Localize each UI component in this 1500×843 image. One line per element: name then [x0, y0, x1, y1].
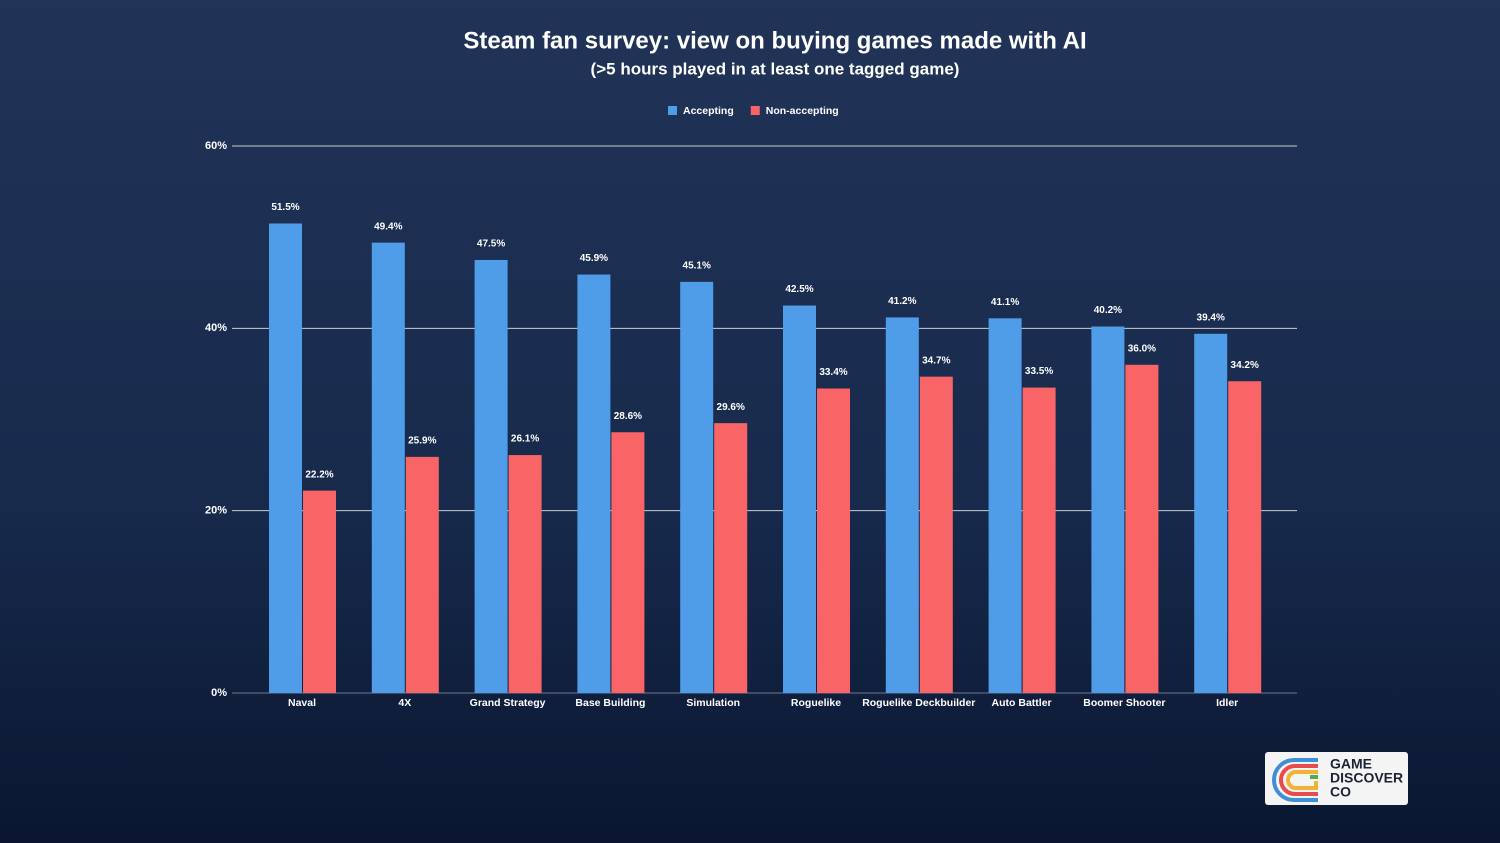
- bar: [269, 223, 302, 693]
- x-tick-label: Idler: [1216, 697, 1238, 709]
- x-tick-label: 4X: [398, 697, 411, 709]
- x-tick-label: Boomer Shooter: [1083, 697, 1165, 709]
- bar: [303, 490, 336, 693]
- bar: [1194, 333, 1228, 693]
- logo: GAME DISCOVER CO: [1265, 752, 1408, 805]
- bar: [919, 376, 953, 693]
- value-label: 41.1%: [991, 297, 1019, 308]
- x-tick-label: Auto Battler: [992, 697, 1052, 709]
- value-label: 33.5%: [1025, 366, 1053, 377]
- x-tick-label: Roguelike Deckbuilder: [862, 697, 975, 709]
- legend-label: Accepting: [683, 105, 734, 117]
- logo-arc: [1286, 770, 1318, 790]
- value-label: 40.2%: [1094, 305, 1122, 316]
- legend-swatch: [750, 106, 760, 115]
- value-label: 25.9%: [408, 436, 436, 447]
- bar: [371, 242, 405, 694]
- y-tick-label: 0%: [211, 687, 227, 699]
- value-label: 39.4%: [1197, 312, 1225, 323]
- chart-subtitle: (>5 hours played in at least one tagged …: [591, 59, 960, 78]
- value-label: 51.5%: [271, 202, 299, 213]
- logo-text: DISCOVER: [1330, 770, 1403, 786]
- value-label: 29.6%: [717, 402, 745, 413]
- value-label: 33.4%: [819, 367, 847, 378]
- bar: [714, 423, 748, 693]
- bar: [817, 388, 850, 693]
- bar: [885, 317, 919, 693]
- value-label: 34.7%: [922, 355, 950, 366]
- bar: [988, 318, 1022, 693]
- logo-text: GAME: [1330, 756, 1372, 772]
- x-tick-label: Base Building: [575, 697, 645, 709]
- y-tick-label: 40%: [205, 322, 227, 334]
- legend-swatch: [668, 106, 677, 115]
- value-label: 34.2%: [1231, 360, 1259, 371]
- logo-text: CO: [1330, 784, 1351, 800]
- logo-arc: [1279, 764, 1318, 796]
- value-label: 45.1%: [683, 260, 711, 271]
- value-label: 45.9%: [580, 253, 608, 264]
- legend-label: Non-accepting: [766, 105, 839, 117]
- x-tick-label: Grand Strategy: [470, 697, 546, 709]
- bar: [783, 305, 816, 693]
- logo-arc: [1272, 758, 1318, 802]
- value-label: 47.5%: [477, 239, 505, 250]
- y-tick-label: 60%: [205, 140, 227, 152]
- value-label: 28.6%: [614, 411, 642, 422]
- bar: [1228, 381, 1262, 693]
- bar: [1022, 387, 1056, 693]
- bar: [680, 281, 714, 693]
- value-label: 22.2%: [305, 469, 333, 480]
- chart-title: Steam fan survey: view on buying games m…: [463, 27, 1086, 54]
- bar: [405, 456, 439, 693]
- y-tick-label: 20%: [205, 505, 227, 517]
- bar: [611, 432, 645, 693]
- value-label: 49.4%: [374, 221, 402, 232]
- value-label: 36.0%: [1128, 343, 1156, 354]
- x-tick-label: Simulation: [686, 697, 740, 709]
- x-tick-label: Naval: [288, 697, 316, 709]
- bar: [508, 455, 542, 693]
- bar: [1125, 364, 1159, 693]
- x-tick-label: Roguelike: [791, 697, 841, 709]
- value-label: 42.5%: [785, 284, 813, 295]
- value-label: 26.1%: [511, 434, 539, 445]
- bar: [577, 274, 611, 693]
- value-label: 41.2%: [888, 296, 916, 307]
- bar: [1091, 326, 1125, 693]
- bar: [474, 259, 508, 693]
